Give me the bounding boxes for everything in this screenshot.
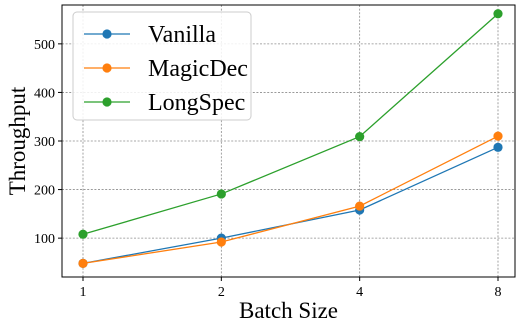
- x-axis-title: Batch Size: [239, 298, 338, 323]
- legend-label: LongSpec: [148, 90, 245, 116]
- legend-box: [72, 11, 252, 121]
- legend-item-longspec: LongSpec: [84, 90, 245, 116]
- y-tick-label: 300: [34, 135, 55, 150]
- series-line: [82, 13, 499, 235]
- data-point: [493, 142, 503, 152]
- data-point: [493, 9, 503, 19]
- data-point: [355, 132, 365, 142]
- x-tick-label: 2: [218, 285, 225, 300]
- y-axis-title: Throughput: [5, 86, 30, 195]
- y-tick-label: 500: [34, 38, 55, 53]
- data-point: [493, 131, 503, 141]
- data-point: [355, 201, 365, 211]
- legend-label: MagicDec: [148, 56, 248, 82]
- legend-item-vanilla: Vanilla: [84, 22, 216, 48]
- data-point: [216, 237, 226, 247]
- legend-marker: [102, 63, 112, 73]
- legend: Vanilla MagicDec LongSpec: [72, 11, 252, 121]
- axes: 100 200 300 400 500 1 2 4 8: [34, 38, 502, 300]
- x-tick-label: 4: [356, 285, 363, 300]
- series-layer: [78, 9, 503, 268]
- x-tick-label: 8: [495, 285, 502, 300]
- series-vanilla: [78, 142, 503, 268]
- series-longspec: [78, 9, 503, 239]
- series-line: [82, 135, 499, 265]
- series-magicdec: [78, 131, 503, 268]
- legend-label: Vanilla: [148, 22, 216, 48]
- y-tick-label: 400: [34, 86, 55, 101]
- data-point: [78, 229, 88, 239]
- legend-marker: [102, 29, 112, 39]
- legend-item-magicdec: MagicDec: [84, 56, 248, 82]
- x-tick-label: 1: [80, 285, 87, 300]
- legend-marker: [102, 97, 112, 107]
- y-tick-label: 100: [34, 232, 55, 247]
- data-point: [78, 258, 88, 268]
- data-point: [216, 189, 226, 199]
- y-tick-label: 200: [34, 184, 55, 199]
